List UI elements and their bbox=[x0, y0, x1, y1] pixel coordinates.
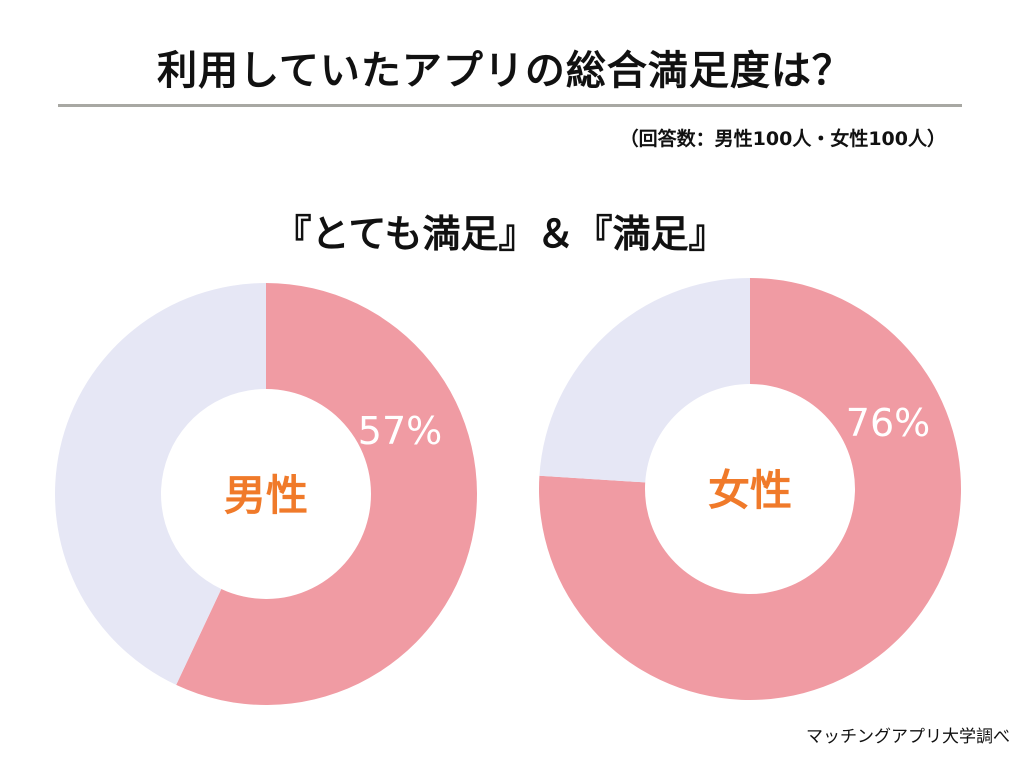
center-label: 男性 bbox=[224, 471, 308, 520]
donut-slice-satisfied bbox=[539, 278, 962, 701]
chart-heading: 『とても満足』＆『満足』 bbox=[273, 212, 727, 256]
donut-slice-satisfied bbox=[176, 283, 478, 706]
data-label: 57% bbox=[358, 409, 442, 453]
donut-slice-other bbox=[539, 278, 750, 483]
data-label: 76% bbox=[846, 401, 930, 445]
source-footer: マッチングアプリ大学調べ bbox=[806, 727, 1010, 747]
page-title: 利用していたアプリの総合満足度は？ bbox=[157, 48, 853, 94]
donut-chart-2: 76% 女性 bbox=[539, 278, 962, 701]
center-label: 女性 bbox=[708, 466, 792, 515]
title-divider bbox=[58, 104, 962, 107]
respondent-note: （回答数：男性100人・女性100人） bbox=[619, 128, 946, 150]
donut-chart-1: 57% 男性 bbox=[54, 283, 478, 706]
donut-slice-other bbox=[54, 283, 266, 685]
